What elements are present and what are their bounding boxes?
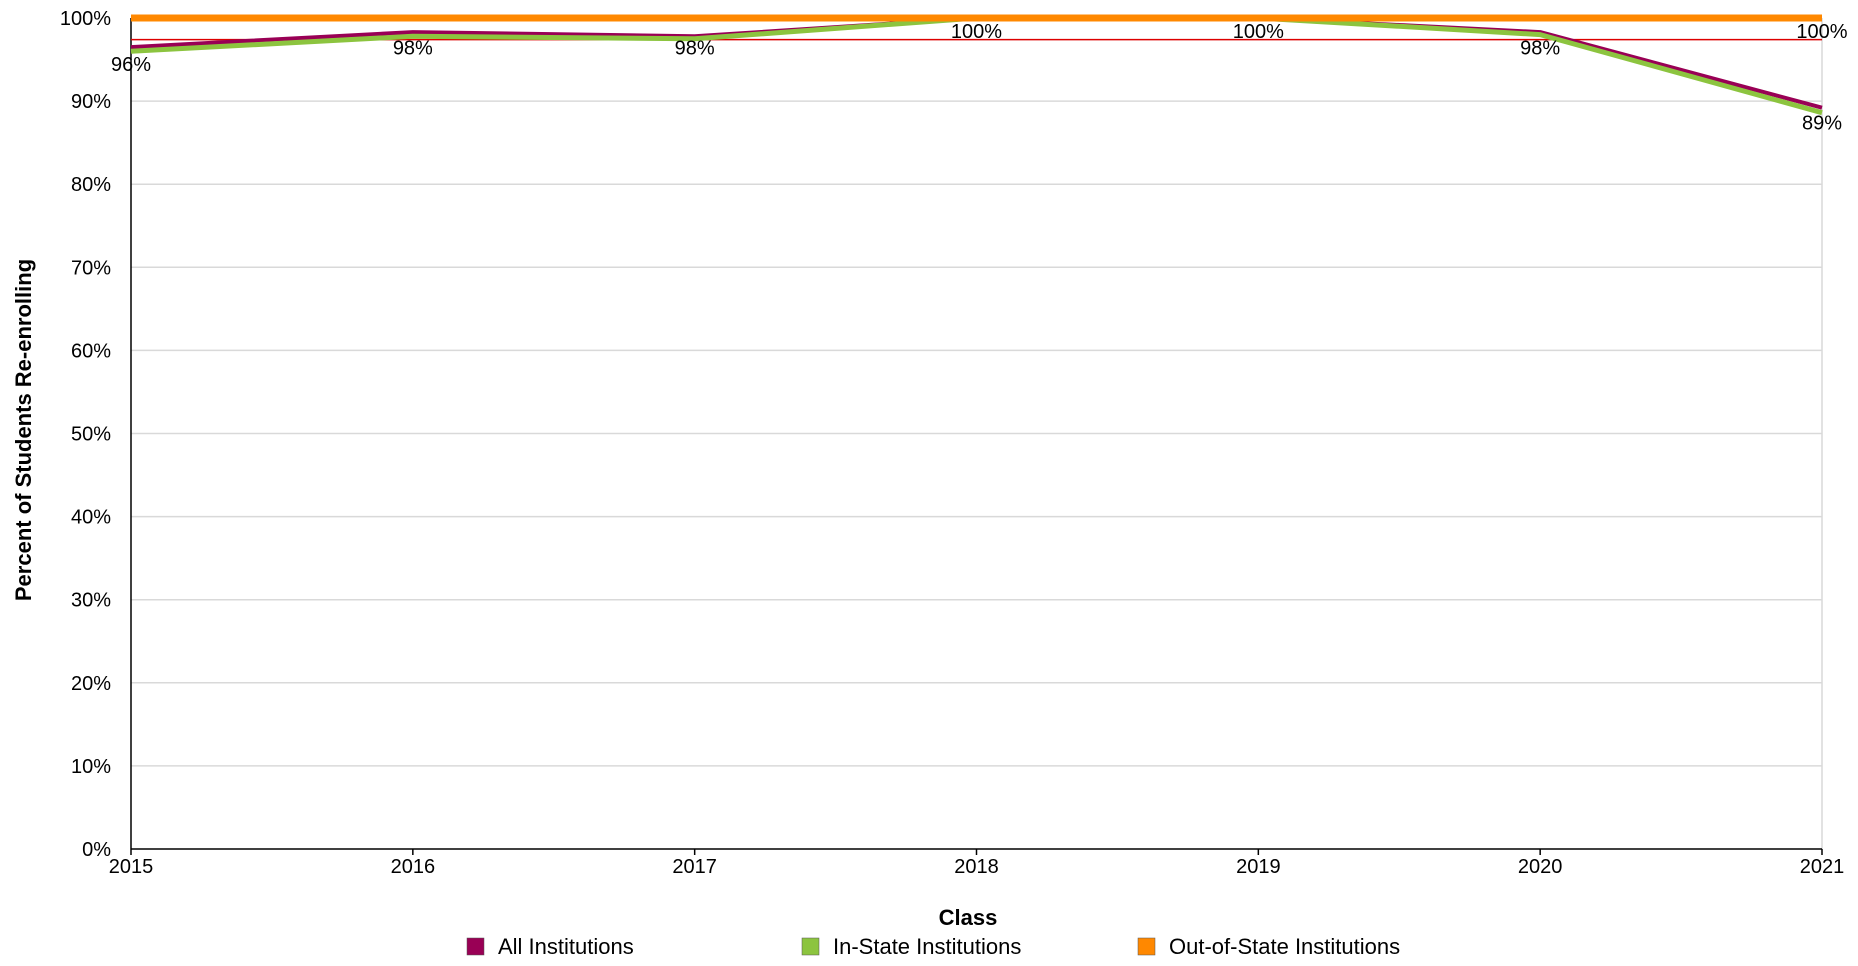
data-label: 100%	[951, 21, 1002, 43]
y-axis-title: Percent of Students Re-enrolling	[11, 259, 36, 601]
legend: All Institutions In-State Institutions Out…	[466, 934, 1400, 959]
data-labels: 96% 98% 98% 100% 100% 98% 89% 100%	[111, 21, 1848, 134]
y-tick-label: 40%	[71, 507, 111, 529]
legend-swatch	[466, 937, 485, 956]
data-label: 100%	[1233, 21, 1284, 43]
data-label: 98%	[675, 38, 715, 60]
y-tick-label: 30%	[71, 590, 111, 612]
y-tick-label: 100%	[60, 8, 111, 30]
series-lines	[130, 14, 1823, 116]
axes: 0% 10% 20% 30% 40% 50% 60% 70% 80% 90% 100% 2015 201…	[60, 8, 1844, 878]
x-tick-label: 2017	[672, 856, 717, 878]
legend-swatch	[801, 937, 820, 956]
y-tick-label: 50%	[71, 424, 111, 446]
legend-label: Out-of-State Institutions	[1169, 934, 1400, 959]
data-label: 98%	[1520, 38, 1560, 60]
y-tick-label: 80%	[71, 174, 111, 196]
data-label: 89%	[1802, 112, 1842, 134]
y-tick-label: 10%	[71, 756, 111, 778]
legend-swatch	[1137, 937, 1156, 956]
legend-label: In-State Institutions	[833, 934, 1021, 959]
y-tick-label: 0%	[82, 839, 111, 861]
y-tick-label: 20%	[71, 673, 111, 695]
x-tick-label: 2016	[391, 856, 436, 878]
data-label: 100%	[1796, 21, 1847, 43]
y-tick-label: 70%	[71, 257, 111, 279]
x-tick-label: 2021	[1800, 856, 1845, 878]
gridlines	[131, 17, 1823, 849]
x-axis-title: Class	[939, 905, 998, 930]
y-tick-label: 90%	[71, 91, 111, 113]
x-tick-label: 2019	[1236, 856, 1281, 878]
y-tick-label: 60%	[71, 340, 111, 362]
legend-label: All Institutions	[498, 934, 634, 959]
x-tick-label: 2015	[109, 856, 154, 878]
x-tick-label: 2018	[954, 856, 999, 878]
data-label: 96%	[111, 54, 151, 76]
x-tick-label: 2020	[1518, 856, 1563, 878]
data-label: 98%	[393, 38, 433, 60]
